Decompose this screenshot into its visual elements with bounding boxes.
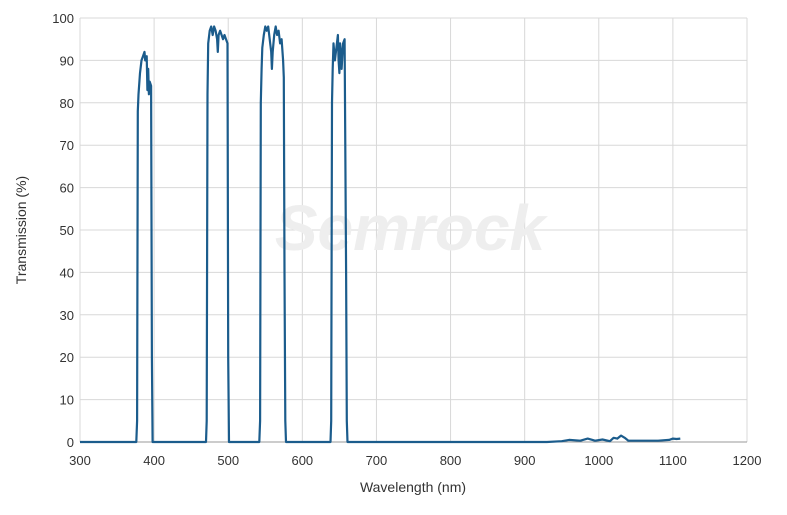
y-tick-label: 70 <box>60 138 74 153</box>
y-tick-label: 50 <box>60 223 74 238</box>
y-tick-label: 80 <box>60 96 74 111</box>
x-tick-label: 800 <box>440 453 462 468</box>
series-line <box>80 25 681 444</box>
watermark-logo: Semrock <box>275 192 549 264</box>
y-tick-label: 60 <box>60 181 74 196</box>
x-tick-label: 1200 <box>733 453 762 468</box>
x-tick-label: 600 <box>291 453 313 468</box>
x-tick-label: 400 <box>143 453 165 468</box>
x-tick-label: 500 <box>217 453 239 468</box>
y-tick-label: 100 <box>52 11 74 26</box>
y-tick-label: 20 <box>60 350 74 365</box>
y-axis-label: Transmission (%) <box>13 176 29 284</box>
x-tick-label: 300 <box>69 453 91 468</box>
x-axis-label: Wavelength (nm) <box>360 479 466 495</box>
x-tick-label: 1100 <box>659 453 687 468</box>
x-tick-label: 700 <box>366 453 388 468</box>
y-tick-label: 0 <box>67 435 74 450</box>
y-tick-label: 90 <box>60 53 74 68</box>
y-tick-label: 40 <box>60 265 74 280</box>
x-tick-label: 1000 <box>584 453 613 468</box>
y-tick-label: 10 <box>60 393 74 408</box>
y-tick-label: 30 <box>60 308 74 323</box>
x-tick-label: 900 <box>514 453 536 468</box>
